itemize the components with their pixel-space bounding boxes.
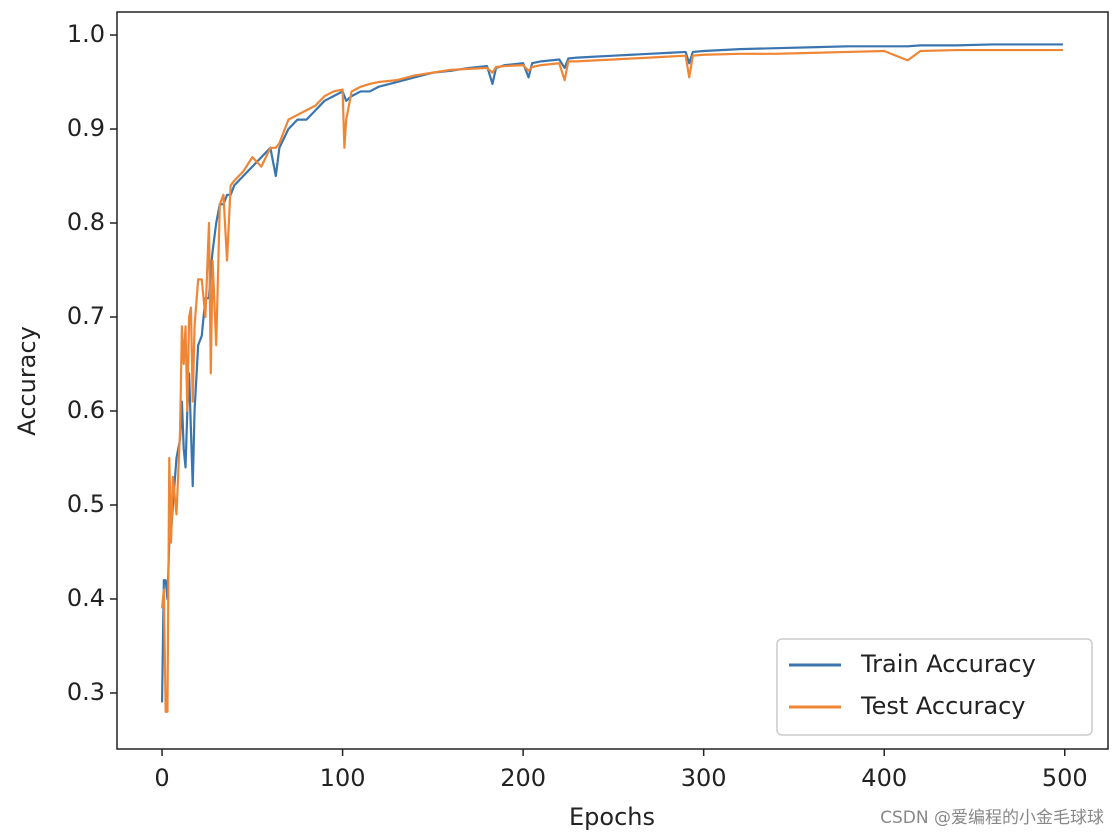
legend: Train Accuracy Test Accuracy	[776, 638, 1093, 736]
legend-label: Test Accuracy	[860, 692, 1025, 720]
y-tick-label: 0.6	[67, 396, 105, 424]
watermark: CSDN @爱编程的小金毛球球	[880, 808, 1104, 828]
x-tick-label: 400	[861, 764, 907, 792]
x-tick-label: 500	[1042, 764, 1088, 792]
series-line	[160, 48, 1063, 713]
x-tick-label: 0	[154, 764, 169, 792]
x-tick-label: 200	[500, 764, 546, 792]
y-tick-label: 0.9	[67, 114, 105, 142]
x-tick-label: 100	[320, 764, 366, 792]
x-tick-label: 300	[681, 764, 727, 792]
x-axis-label: Epochs	[569, 803, 655, 831]
plot-frame	[116, 11, 1109, 750]
y-tick-label: 1.0	[67, 20, 105, 48]
y-axis-label: Accuracy	[13, 326, 41, 436]
y-tick-label: 0.7	[67, 302, 105, 330]
y-tick-label: 0.5	[67, 490, 105, 518]
series-line	[160, 43, 1063, 703]
legend-box	[776, 638, 1093, 736]
y-tick-label: 0.4	[67, 584, 105, 612]
y-tick-label: 0.8	[67, 208, 105, 236]
legend-label: Train Accuracy	[860, 650, 1036, 678]
y-tick-label: 0.3	[67, 678, 105, 706]
